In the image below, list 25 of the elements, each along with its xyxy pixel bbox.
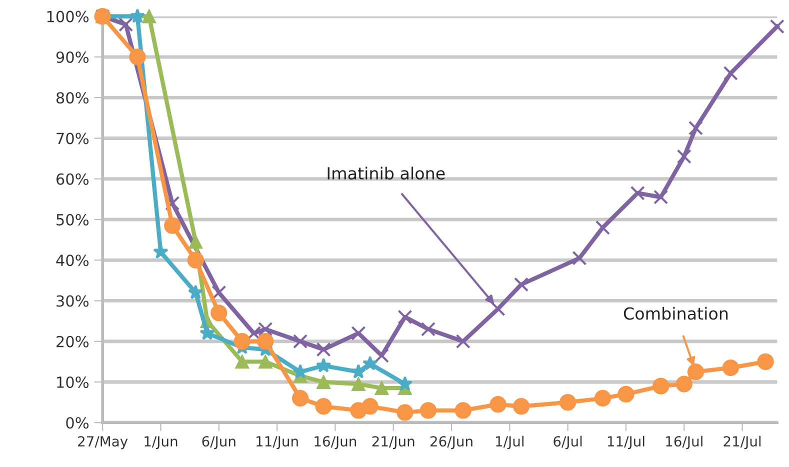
y-tick-label: 20% [56,336,89,348]
x-tick-label: 1/Jul [496,436,524,450]
y-tick-label: 10% [57,376,89,388]
y-tick-label: 60% [56,173,89,185]
text: Imatinib alone [328,166,445,180]
x-tick-label: 27/May [78,436,128,450]
y-tick-label: 0% [66,417,89,429]
y-tick-label: 90% [56,51,89,63]
y-tick-label: 40% [56,254,89,266]
x-tick-label: 21/Jun [372,436,414,450]
x-tick-label: 11/Jul [608,436,644,450]
y-tick-label: 100% [47,10,89,22]
x-tick-label: 26/Jun [430,436,472,450]
x-tick-label: 11/Jun [256,436,298,450]
text: Combination [624,306,728,320]
y-tick-label: 50% [56,214,89,226]
x-tick-label: 6/Jun [202,436,236,450]
x-tick-label: 6/Jul [554,436,582,450]
y-tick-label: 80% [56,92,89,104]
y-tick-label: 70% [56,132,89,144]
y-tick-label: 30% [56,295,89,307]
x-tick-label: 16/Jul [666,436,702,450]
x-tick-label: 16/Jun [314,436,356,450]
x-tick-label: 1/Jun [144,436,178,450]
x-tick-label: 21/Jul [724,436,761,450]
